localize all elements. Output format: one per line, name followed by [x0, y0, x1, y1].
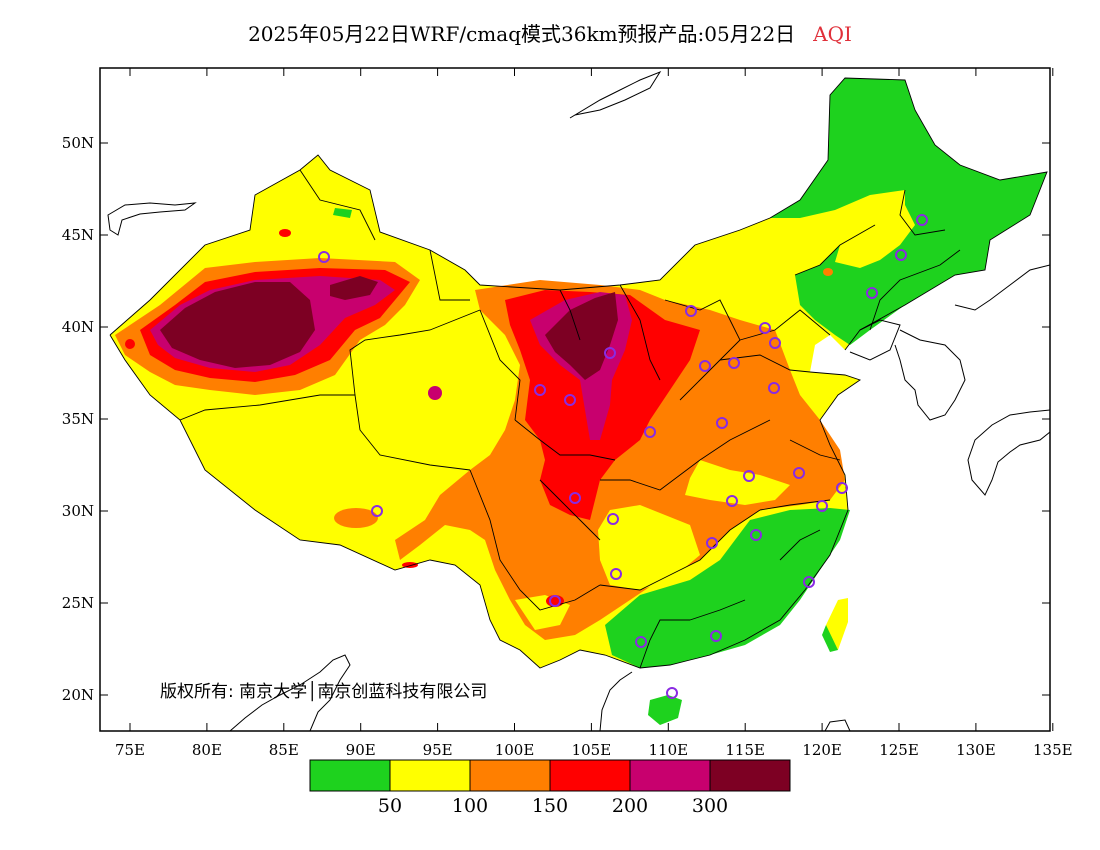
y-axis: 50N 45N 40N 35N 30N 25N 20N	[62, 134, 1050, 704]
y-tick-label: 40N	[62, 318, 94, 336]
hotspot-kashgar	[125, 339, 135, 349]
x-tick-label: 100E	[495, 741, 535, 759]
legend-swatch	[629, 759, 711, 792]
map-title: 2025年05月22日WRF/cmaq模式36km预报产品:05月22日 AQI	[0, 18, 1100, 47]
region-sensitive-central	[395, 280, 845, 640]
legend-swatch	[309, 759, 391, 792]
x-tick-label: 80E	[192, 741, 222, 759]
x-tick-label: 75E	[115, 741, 145, 759]
region-good-northeast	[770, 78, 1047, 345]
legend-swatch	[549, 759, 631, 792]
legend-swatch	[469, 759, 551, 792]
x-tick-label: 110E	[649, 741, 689, 759]
x-tick-label: 120E	[802, 741, 842, 759]
hotspot-northeast	[823, 268, 833, 276]
boundary-lines	[109, 77, 1048, 669]
x-tick-label: 105E	[572, 741, 612, 759]
copyright-text: 版权所有: 南京大学│南京创蓝科技有限公司	[160, 681, 487, 702]
region-moderate-inner2	[598, 505, 700, 590]
title-variable: AQI	[813, 22, 852, 46]
hotspot-tibet-south	[334, 508, 378, 528]
y-tick-label: 20N	[62, 686, 94, 704]
x-tick-label: 95E	[423, 741, 453, 759]
region-moderate-inner1	[685, 460, 790, 505]
y-tick-label: 25N	[62, 594, 94, 612]
legend-label: 300	[692, 795, 728, 817]
x-tick-label: 135E	[1033, 741, 1073, 759]
region-moderate-northeast	[835, 205, 915, 268]
legend-label: 200	[612, 795, 648, 817]
legend-label: 50	[378, 795, 402, 817]
region-hazardous-xinjiang	[160, 282, 315, 368]
station-markers	[318, 214, 928, 699]
legend-swatch	[709, 759, 791, 792]
legend: 50 100 150 200 300	[309, 759, 791, 817]
region-good-northwest	[333, 208, 352, 218]
x-axis: 75E 80E 85E 90E 95E 100E 105E 110E 115E 120E 125E 1…	[115, 68, 1073, 759]
x-tick-label: 90E	[346, 741, 376, 759]
title-main: 2025年05月22日WRF/cmaq模式36km预报产品:05月22日	[248, 22, 796, 46]
x-tick-label: 85E	[269, 741, 299, 759]
legend-label: 150	[532, 795, 568, 817]
hotspot-xinjiang-north	[279, 229, 291, 237]
x-tick-label: 115E	[725, 741, 765, 759]
y-tick-label: 30N	[62, 502, 94, 520]
hotspot-tibet	[428, 386, 442, 400]
region-hazardous-central	[545, 292, 618, 380]
region-good-taiwan	[822, 625, 838, 652]
y-tick-label: 35N	[62, 410, 94, 428]
y-tick-label: 45N	[62, 226, 94, 244]
region-hazardous-xinjiang-east	[330, 276, 378, 300]
legend-label: 100	[452, 795, 488, 817]
x-tick-label: 130E	[956, 741, 996, 759]
legend-swatch	[389, 759, 471, 792]
y-tick-label: 50N	[62, 134, 94, 152]
coastlines	[107, 70, 1050, 731]
aqi-field: 版权所有: 南京大学│南京创蓝科技有限公司	[107, 70, 1050, 731]
x-tick-label: 125E	[879, 741, 919, 759]
map-frame	[99, 67, 1051, 732]
region-good-hainan	[648, 695, 682, 725]
region-good-southeast	[605, 508, 850, 668]
